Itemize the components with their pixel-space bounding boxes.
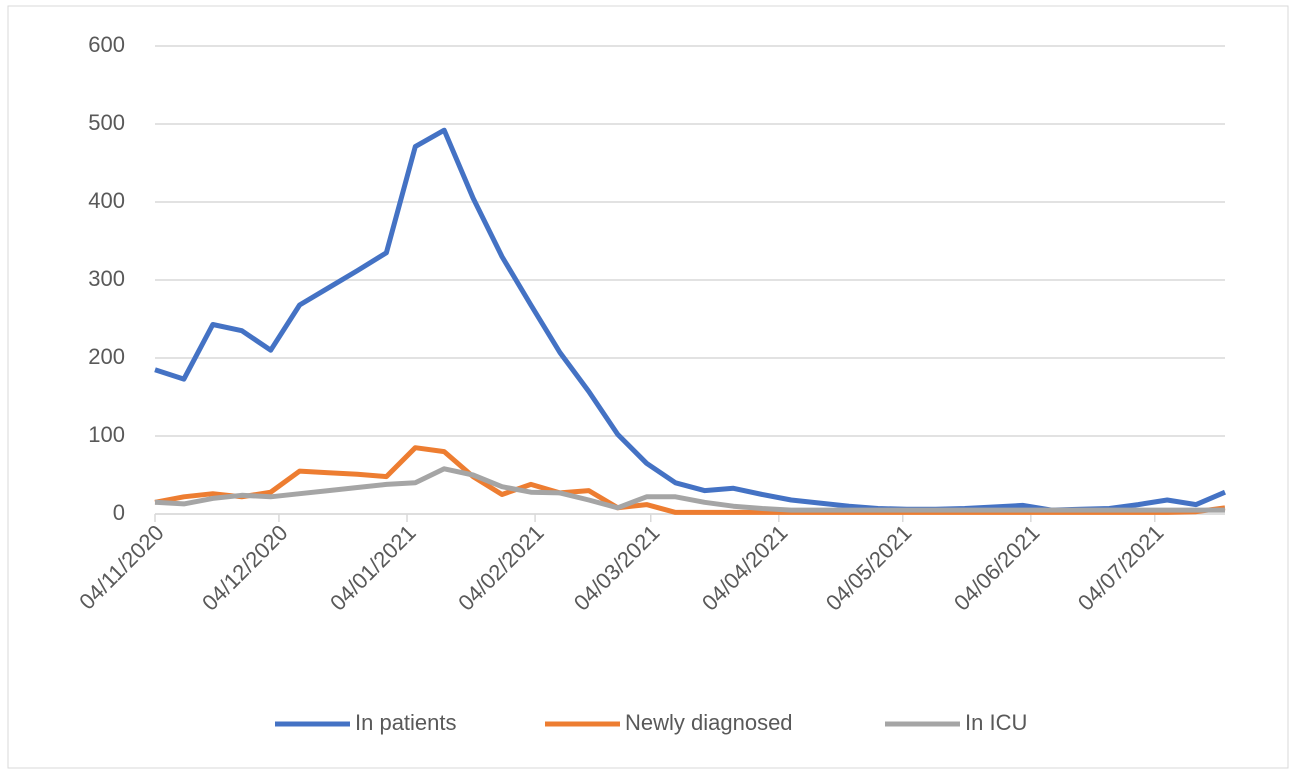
- y-tick-label: 600: [88, 32, 125, 57]
- y-tick-label: 0: [113, 500, 125, 525]
- series-line: [154, 466, 1225, 513]
- y-tick-label: 300: [88, 266, 125, 291]
- y-tick-label: 500: [88, 110, 125, 135]
- chart-frame: [7, 5, 1289, 769]
- legend-label: In ICU: [965, 710, 1027, 735]
- y-tick-label: 100: [88, 422, 125, 447]
- legend-label: In patients: [355, 710, 457, 735]
- y-tick-label: 400: [88, 188, 125, 213]
- y-tick-label: 200: [88, 344, 125, 369]
- legend-label: Newly diagnosed: [625, 710, 793, 735]
